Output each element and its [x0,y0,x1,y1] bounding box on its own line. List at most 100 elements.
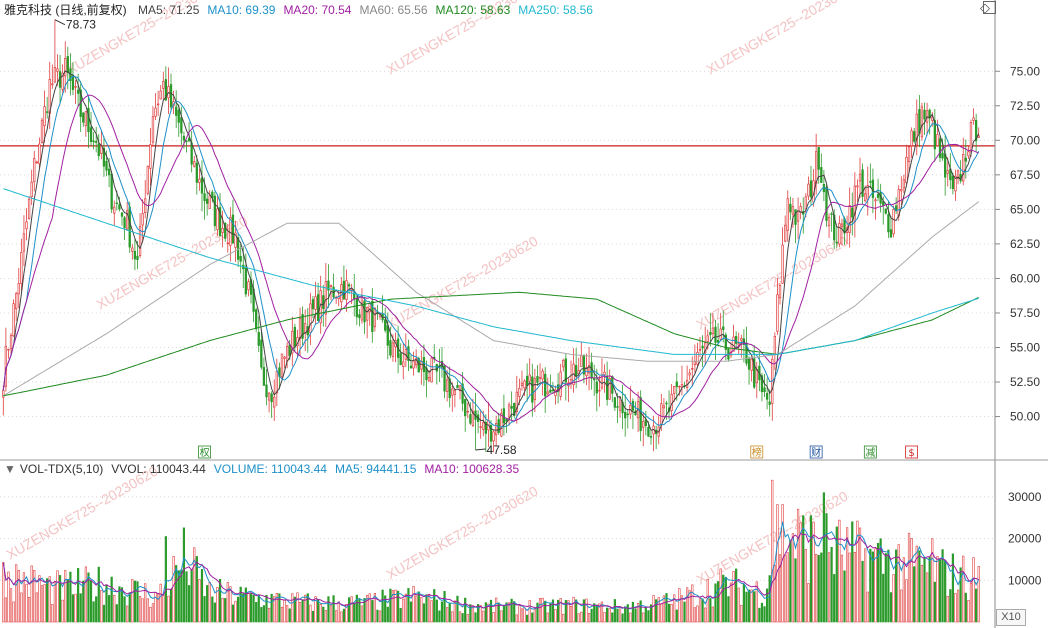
volume-bar [128,593,131,623]
candle-body [951,175,955,190]
volume-bar [660,603,663,623]
candle-body [316,294,320,321]
volume-bar [474,612,477,623]
volume-bar [593,603,596,623]
extreme-label: 47.58 [487,443,517,457]
candle-body [791,206,795,215]
volume-bar [458,611,462,623]
candle-body [105,161,108,171]
candle-body [737,343,740,346]
candle-body [368,302,371,313]
volume-bar [926,572,929,623]
volume-bar [724,576,727,623]
candle-body [892,209,895,235]
volume-bar [123,596,126,623]
candle-body [198,178,201,183]
candle-body [309,303,312,333]
price-tick-label: 72.50 [1010,99,1040,113]
candle-body [64,58,67,77]
volume-bar [107,595,111,623]
volume-bar [528,600,531,623]
candle-body [541,370,544,380]
volume-bar [869,548,872,623]
volume-bar [959,567,962,623]
candle-body [66,56,69,73]
volume-bar [577,613,580,623]
price-tick-label: 67.50 [1010,168,1040,182]
maximize-icon[interactable] [983,1,996,14]
candle-body [285,346,289,362]
candle-body [740,337,743,341]
candle-body [495,423,498,436]
diamond-icon[interactable]: ◇ [980,0,990,15]
volume-bar [680,595,684,623]
volume-bar [866,591,869,623]
volume-bar [585,598,588,623]
volume-bar [825,513,828,623]
volume-bar [662,595,665,623]
candle-body [43,106,46,127]
volume-bar [381,589,384,623]
candle-body [131,247,134,252]
volume-bar [714,583,717,623]
candle-body [856,185,859,188]
candle-body [386,325,389,346]
volume-bar [595,604,598,623]
candle-body [871,179,875,198]
volume-bar [304,594,307,623]
volume-bar [229,586,232,623]
candle-body [709,332,712,336]
candle-body [809,180,813,198]
candle-body [840,223,844,228]
volume-bar [606,607,609,623]
candle-body [30,181,33,198]
candle-body [603,371,606,375]
candle-body [696,351,699,365]
price-header: 雅克科技 (日线,前复权) MA5: 71.25 MA10: 69.39 MA20:… [4,1,609,18]
volume-bar [938,559,942,623]
candle-body [680,384,684,388]
volume-bar [167,595,170,623]
volume-bar [157,593,160,623]
candle-body [56,68,59,72]
volume-bar [709,598,712,623]
volume-tick-label: 10000 [1008,573,1042,587]
candle-body [796,210,800,222]
volume-bar [636,603,640,623]
candle-body [156,103,160,106]
ma-legend-item-5: MA250: 58.56 [518,3,593,17]
candle-body [15,293,18,310]
candle-body [373,307,377,328]
candle-body [40,119,44,143]
volume-bar [402,598,405,623]
triangle-icon[interactable]: ▼ [4,462,16,476]
volume-bar [629,612,632,623]
volume-bar [851,521,854,623]
candle-body [180,117,183,134]
volume-bar [126,605,129,623]
candle-body [365,306,369,321]
price-tick-label: 60.00 [1010,271,1040,285]
volume-bar [647,610,650,623]
volume-bar [464,597,467,623]
candle-body [102,147,106,167]
zoom-button[interactable]: X10 [996,609,1026,626]
volume-bar [518,605,521,623]
candle-body [38,143,41,164]
candle-body [327,280,330,291]
volume-bar [753,591,756,623]
volume-bar [809,515,813,623]
volume-bar [598,603,601,623]
candle-body [51,83,54,86]
volume-bar [100,590,103,623]
candle-body [967,151,970,157]
volume-bar [618,606,622,623]
volume-bar [476,604,480,623]
volume-bar [941,549,944,623]
candle-body [915,113,918,146]
volume-bar [252,594,255,623]
volume-bar [675,609,678,623]
volume-bar [884,553,887,623]
volume-bar [216,586,219,623]
candle-body [920,106,924,138]
